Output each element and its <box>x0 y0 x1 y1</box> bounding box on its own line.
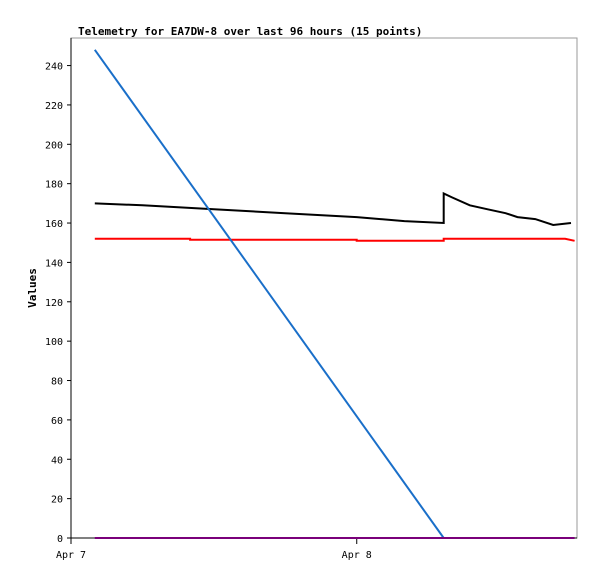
series-layer <box>93 49 575 539</box>
series-line-2 <box>93 49 445 539</box>
y-tick-label: 140 <box>45 258 63 269</box>
x-ticks: Apr 7 Apr 8 <box>56 538 372 561</box>
y-tick-label: 100 <box>45 337 63 348</box>
y-tick-label: 120 <box>45 298 63 309</box>
y-tick-label: 180 <box>45 180 63 191</box>
chart-title: Telemetry for EA7DW-8 over last 96 hours… <box>78 25 422 38</box>
y-tick-label: 220 <box>45 101 63 112</box>
y-axis-label: Values <box>26 268 39 308</box>
y-tick-label: 20 <box>51 495 63 506</box>
plot-area <box>70 37 578 539</box>
y-tick-label: 240 <box>45 62 63 73</box>
x-tick-label: Apr 8 <box>342 550 372 561</box>
y-tick-label: 160 <box>45 219 63 230</box>
y-tick-label: 200 <box>45 140 63 151</box>
series-line-0 <box>94 191 572 227</box>
y-ticks: 0 20 40 60 80 100 120 140 160 180 200 220 240 <box>45 62 71 545</box>
y-tick-label: 40 <box>51 455 63 466</box>
y-tick-label: 80 <box>51 377 63 388</box>
y-tick-label: 60 <box>51 416 63 427</box>
x-tick-label: Apr 7 <box>56 550 86 561</box>
series-line-1 <box>94 237 575 242</box>
y-tick-label: 0 <box>57 534 63 545</box>
